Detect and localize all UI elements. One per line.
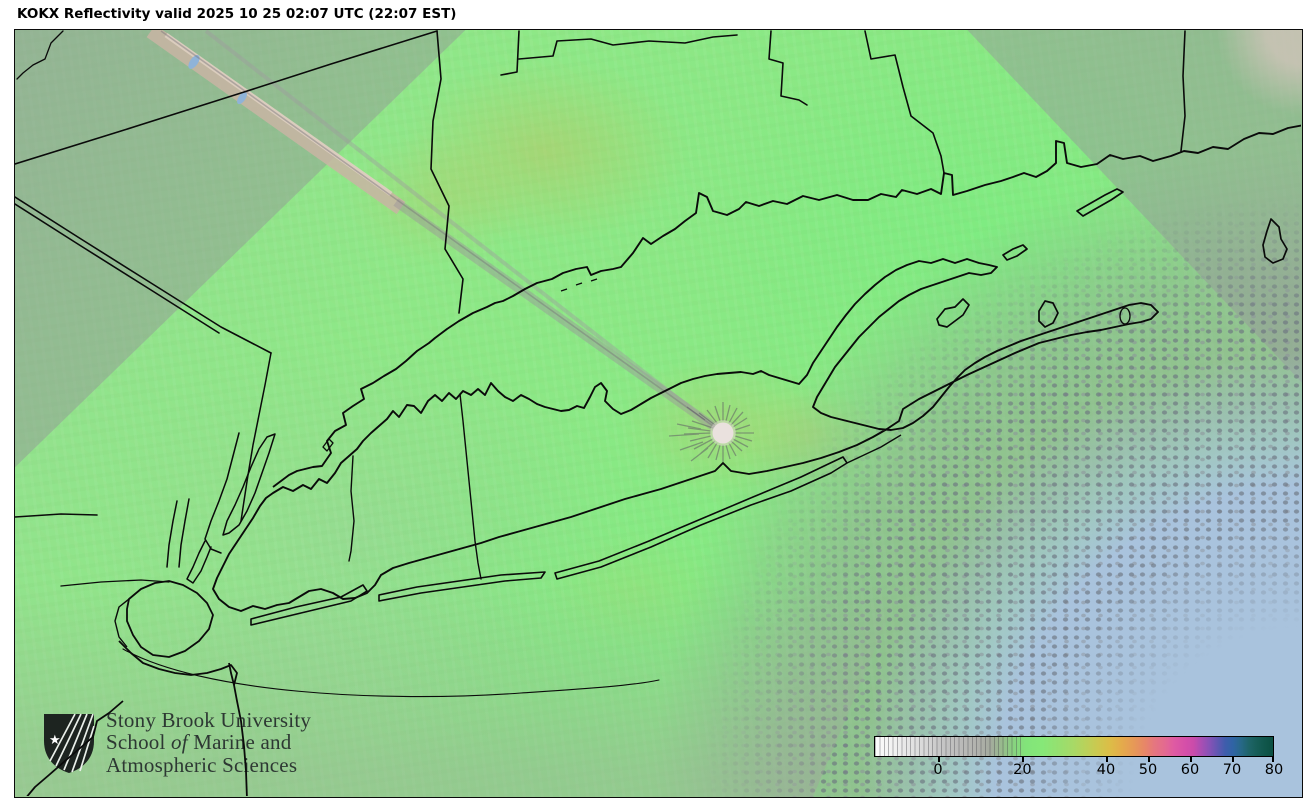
reflectivity-colorbar: 0 20 40 50 60 70 80 bbox=[874, 736, 1283, 784]
colorbar-label-70: 70 bbox=[1222, 762, 1242, 778]
staten-island-new-jersey bbox=[26, 580, 248, 796]
page-title: KOKX Reflectivity valid 2025 10 25 02:07… bbox=[17, 6, 457, 22]
colorbar-label-20: 20 bbox=[1013, 762, 1032, 778]
map-boundaries-layer bbox=[15, 30, 1301, 796]
colorbar-label-40: 40 bbox=[1096, 762, 1116, 778]
colorbar-label-60: 60 bbox=[1180, 762, 1200, 778]
offshore-islands bbox=[322, 188, 1288, 452]
radar-site-dot bbox=[712, 422, 734, 444]
colorbar-label-80: 80 bbox=[1264, 762, 1284, 778]
beam-blockage-spoke bbox=[146, 30, 723, 435]
colorbar-label-50: 50 bbox=[1138, 762, 1158, 778]
colorbar-label-0: 0 bbox=[933, 762, 943, 778]
hudson-river-and-harbor bbox=[122, 352, 660, 698]
state-county-boundaries bbox=[15, 30, 1186, 587]
colorbar-low-segments bbox=[875, 737, 1023, 756]
connecticut-coastline bbox=[272, 124, 1301, 488]
radar-map-canvas: ★ Stony Brook University School of Marin… bbox=[14, 29, 1303, 798]
